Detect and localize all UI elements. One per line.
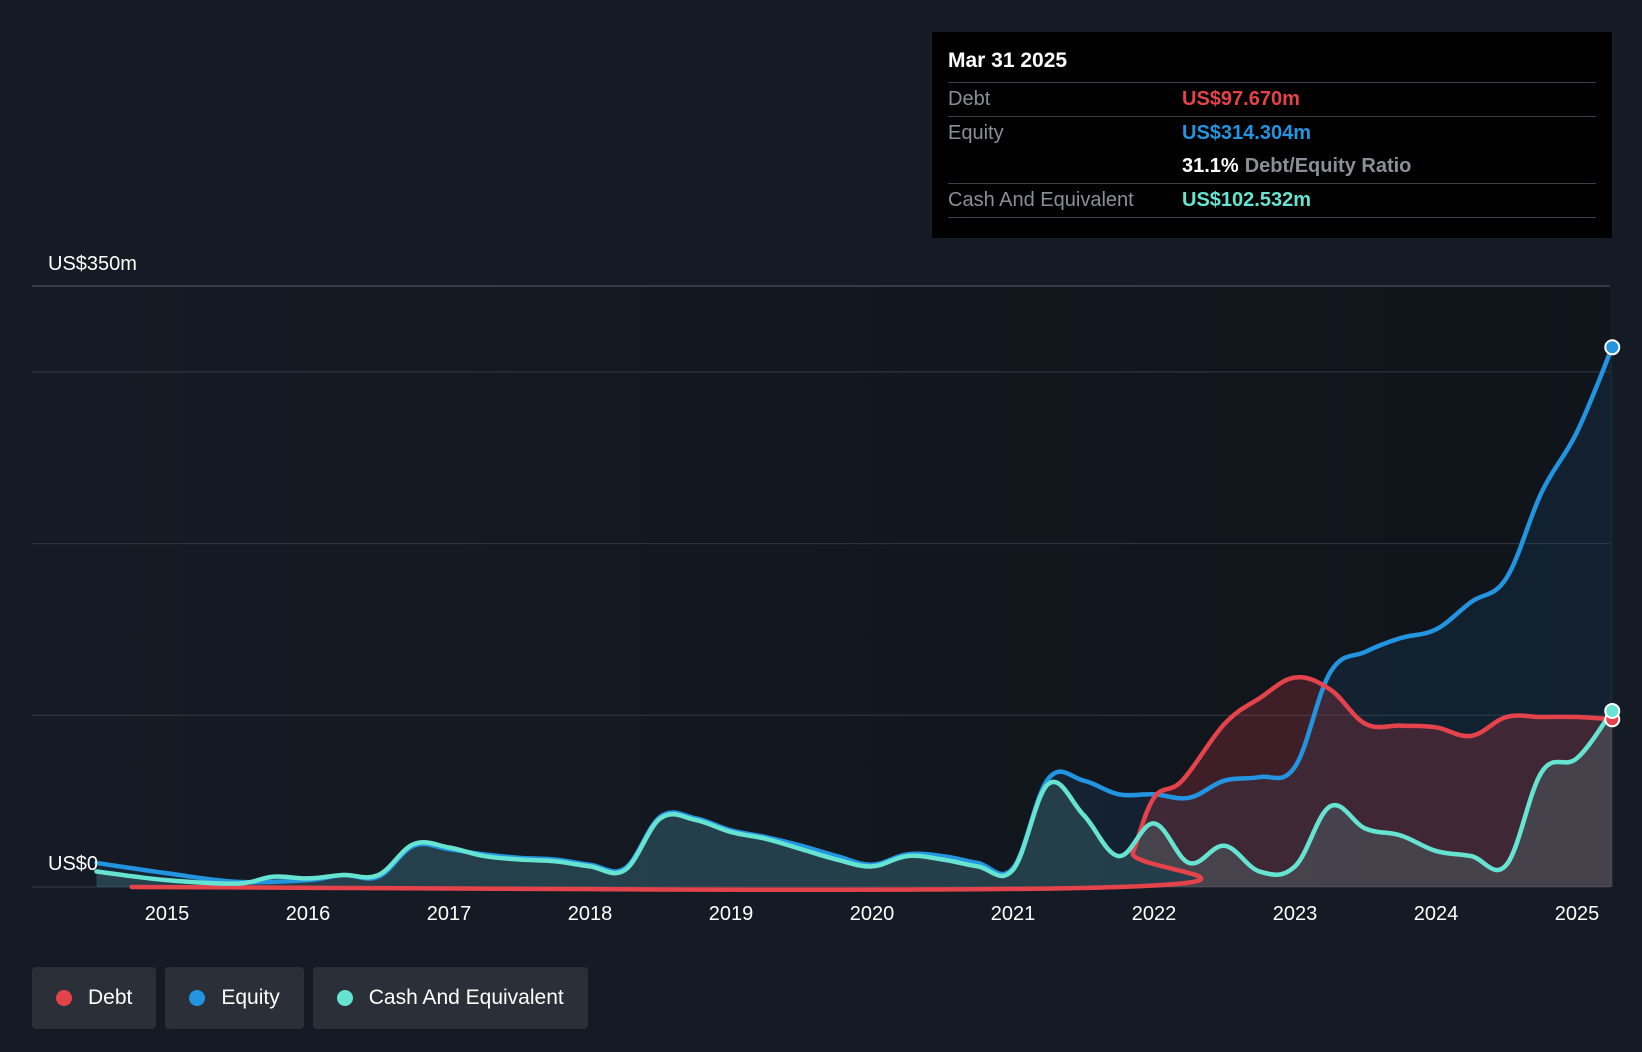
legend-item-cash[interactable]: Cash And Equivalent xyxy=(312,967,588,1029)
tooltip-panel: Mar 31 2025 Debt US$97.670m Equity US$31… xyxy=(932,32,1612,238)
legend-item-equity[interactable]: Equity xyxy=(165,967,304,1029)
x-tick-label: 2015 xyxy=(145,903,190,925)
equity-area xyxy=(96,347,1613,887)
tooltip-ratio-spacer xyxy=(948,150,1182,183)
tooltip-date: Mar 31 2025 xyxy=(948,46,1596,83)
debt-dot-icon xyxy=(56,990,72,1006)
x-tick-label: 2022 xyxy=(1132,903,1177,925)
legend-equity-label: Equity xyxy=(221,986,280,1009)
tooltip-debt-label: Debt xyxy=(948,88,991,110)
plot-background xyxy=(32,286,1610,887)
debt-area xyxy=(131,677,1613,890)
equity-dot-icon xyxy=(189,990,206,1006)
x-tick-label: 2021 xyxy=(991,903,1036,925)
cash-and-equivalent-area xyxy=(96,710,1613,887)
tooltip-equity-label: Equity xyxy=(948,122,1004,144)
tooltip-row-equity: Equity US$314.304m xyxy=(948,117,1596,150)
series-end-markers xyxy=(1604,339,1621,728)
tooltip-cash-value: US$102.532m xyxy=(1182,189,1311,211)
tooltip-ratio-label: Debt/Equity Ratio xyxy=(1244,155,1412,177)
cash-and-equivalent-line xyxy=(94,708,1615,886)
x-tick-label: 2019 xyxy=(709,903,754,925)
x-tick-label: 2023 xyxy=(1273,903,1318,925)
x-tick-label: 2025 xyxy=(1555,903,1600,925)
x-tick-label: 2024 xyxy=(1414,903,1459,925)
cash-dot-icon xyxy=(336,990,353,1006)
x-tick-label: 2016 xyxy=(286,903,331,925)
x-axis-ticks: 2015 2016 2017 2018 2019 2020 2021 2022 2023 2024… xyxy=(145,903,1600,925)
series-areas xyxy=(96,347,1613,890)
legend-debt-label: Debt xyxy=(88,986,133,1009)
equity-end-point xyxy=(1604,339,1621,356)
tooltip-equity-value: US$314.304m xyxy=(1182,122,1311,144)
tooltip-debt-value: US$97.670m xyxy=(1182,88,1300,110)
legend-cash-label: Cash And Equivalent xyxy=(368,986,564,1009)
y-axis-top-label: US$350m xyxy=(48,253,137,275)
y-axis-bottom-label: US$0 xyxy=(48,853,98,875)
tooltip-cash-label: Cash And Equivalent xyxy=(948,189,1134,211)
tooltip-row-cash: Cash And Equivalent US$102.532m xyxy=(948,184,1596,218)
legend-item-debt[interactable]: Debt xyxy=(32,967,157,1029)
tooltip-row-debt: Debt US$97.670m xyxy=(948,83,1596,117)
tooltip-row-ratio: 31.1% Debt/Equity Ratio xyxy=(948,150,1596,184)
x-tick-label: 2017 xyxy=(427,903,472,925)
x-tick-label: 2018 xyxy=(568,903,613,925)
cash-and-equivalent-end-point xyxy=(1604,702,1621,719)
series-lines xyxy=(94,345,1615,892)
chart-legend: Debt Equity Cash And Equivalent xyxy=(32,967,588,1029)
x-tick-label: 2020 xyxy=(850,903,895,925)
debt-line xyxy=(129,674,1615,892)
tooltip-ratio-value: 31.1% xyxy=(1182,155,1239,177)
